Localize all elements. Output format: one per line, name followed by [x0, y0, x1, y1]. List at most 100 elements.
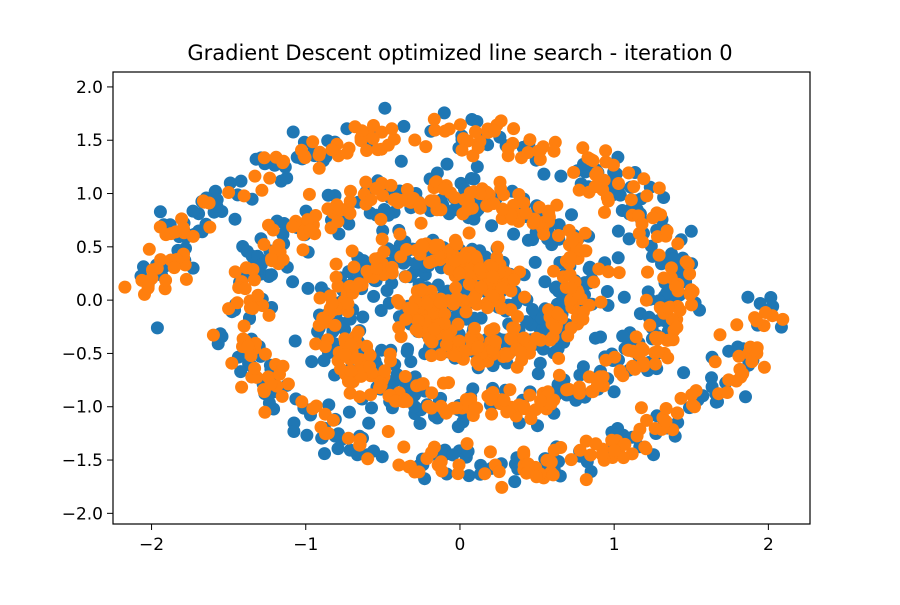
data-point: [316, 311, 330, 325]
data-point: [287, 425, 301, 438]
data-point: [420, 297, 434, 311]
data-point: [483, 445, 497, 459]
data-point: [611, 224, 625, 238]
data-point: [520, 466, 533, 480]
data-point: [371, 143, 385, 157]
data-point: [288, 334, 302, 348]
data-point: [471, 141, 485, 155]
data-point: [627, 180, 641, 194]
data-point: [677, 366, 691, 380]
data-point: [312, 148, 326, 162]
data-point: [235, 380, 249, 394]
data-point: [326, 413, 340, 427]
data-point: [467, 172, 481, 186]
x-tick-label: 1: [609, 535, 620, 555]
data-point: [469, 251, 483, 265]
x-axis: −2 −1 0 1 2: [139, 524, 774, 555]
data-point: [273, 367, 286, 381]
data-point: [685, 388, 699, 402]
data-point: [563, 250, 577, 264]
data-point: [519, 206, 533, 220]
data-point: [588, 331, 602, 345]
x-tick-label: −2: [139, 535, 164, 555]
data-point: [491, 240, 505, 254]
data-point: [484, 393, 498, 407]
data-point: [529, 331, 543, 345]
data-point: [450, 237, 464, 251]
data-point: [592, 262, 606, 276]
data-point: [302, 187, 316, 201]
data-point: [639, 442, 653, 456]
data-point: [549, 322, 563, 336]
data-point: [739, 390, 752, 404]
data-point: [449, 281, 463, 295]
data-point: [652, 181, 666, 195]
data-point: [544, 397, 558, 411]
data-point: [463, 186, 477, 200]
data-point: [393, 227, 407, 241]
x-tick-label: 0: [455, 535, 466, 555]
data-point: [474, 280, 488, 294]
data-point: [225, 356, 239, 370]
data-point: [424, 349, 438, 363]
data-point: [362, 416, 376, 430]
data-point: [459, 393, 473, 406]
data-point: [533, 153, 547, 166]
data-point: [511, 310, 524, 323]
y-tick-label: 2.0: [76, 78, 103, 98]
data-point: [548, 281, 562, 295]
data-point: [651, 345, 665, 359]
data-point: [399, 270, 413, 284]
data-point: [329, 257, 343, 271]
data-point: [449, 401, 463, 415]
data-point: [750, 314, 764, 328]
data-point: [518, 290, 532, 304]
data-point: [688, 400, 701, 414]
data-point: [757, 360, 771, 374]
data-point: [442, 122, 456, 136]
data-point: [611, 251, 625, 265]
data-point: [341, 374, 355, 388]
data-point: [341, 431, 355, 445]
data-point: [340, 146, 354, 160]
data-point: [325, 143, 339, 157]
data-point: [387, 132, 401, 146]
data-point: [363, 348, 377, 362]
data-point: [513, 345, 527, 359]
data-point: [483, 324, 497, 337]
data-point: [424, 284, 438, 298]
data-point: [392, 458, 406, 472]
data-point: [367, 289, 381, 303]
data-point: [489, 335, 502, 348]
data-point: [542, 210, 556, 224]
data-point: [668, 279, 682, 293]
data-point: [471, 340, 485, 354]
data-point: [222, 302, 236, 316]
data-point: [582, 370, 596, 384]
data-point: [416, 377, 430, 391]
data-point: [328, 318, 342, 332]
data-point: [196, 194, 210, 208]
data-point: [466, 382, 480, 396]
data-point: [301, 281, 315, 295]
data-point: [391, 294, 404, 307]
data-point: [533, 143, 547, 157]
data-point: [639, 293, 653, 307]
data-point: [661, 351, 675, 365]
data-point: [331, 215, 345, 229]
data-point: [494, 114, 508, 128]
data-point: [376, 189, 390, 202]
data-point: [572, 380, 586, 394]
data-point: [505, 332, 519, 346]
x-tick-label: 2: [763, 535, 774, 555]
data-point: [348, 120, 362, 134]
data-point: [576, 141, 590, 155]
data-point: [713, 328, 727, 342]
x-tick-label: −1: [293, 535, 318, 555]
data-point: [350, 352, 364, 366]
data-point: [398, 370, 412, 383]
data-point: [635, 217, 649, 231]
data-point: [683, 287, 697, 301]
y-tick-label: 0.0: [76, 291, 103, 311]
data-point: [424, 401, 438, 415]
